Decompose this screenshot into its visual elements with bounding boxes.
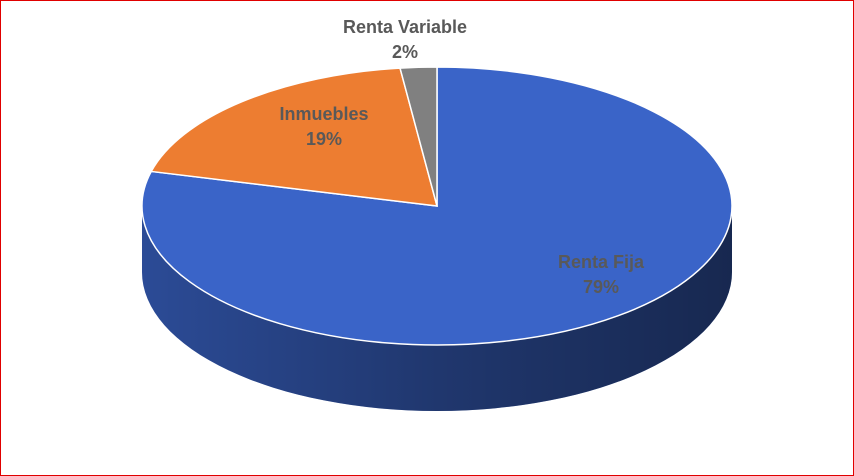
slice-label: Renta Fija <box>558 252 645 272</box>
pie-slice <box>399 66 438 207</box>
pie-side <box>142 206 732 411</box>
pie-top <box>141 66 733 346</box>
slice-value: 2% <box>392 42 418 62</box>
pie-side-shade <box>142 206 732 411</box>
pie-slice <box>150 67 439 207</box>
slice-label: Inmuebles <box>279 104 368 124</box>
slice-value: 79% <box>583 277 619 297</box>
slice-value: 19% <box>306 129 342 149</box>
slice-label: Renta Variable <box>343 17 467 37</box>
pie-slice <box>141 66 733 346</box>
pie-labels: Renta Fija 79% Inmuebles 19% Renta Variable 2… <box>279 17 645 297</box>
